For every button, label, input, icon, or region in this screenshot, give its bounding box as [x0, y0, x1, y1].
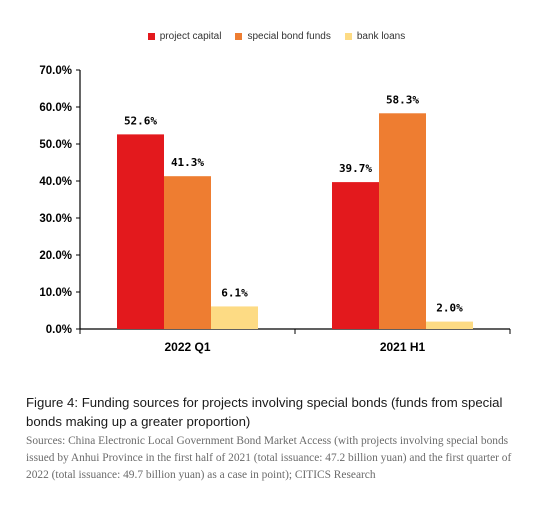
- bar-data-label: 39.7%: [339, 162, 372, 175]
- legend-swatch-bank-loans: [344, 33, 352, 40]
- y-tick-label: 70.0%: [39, 65, 72, 77]
- chart-legend: project capital special bond funds bank …: [0, 31, 553, 42]
- y-tick-label: 20.0%: [39, 250, 72, 262]
- y-tick-label: 40.0%: [39, 176, 72, 188]
- y-tick-label: 0.0%: [46, 324, 72, 336]
- x-category-label: 2022 Q1: [164, 340, 210, 354]
- y-tick-label: 30.0%: [39, 213, 72, 225]
- bar: [426, 321, 473, 329]
- bar-data-label: 52.6%: [124, 114, 157, 127]
- legend-swatch-project-capital: [147, 33, 155, 40]
- legend-item-bank-loans: bank loans: [344, 31, 406, 42]
- figure-caption-title: Figure 4: Funding sources for projects i…: [26, 395, 503, 429]
- figure-caption-source: Sources: China Electronic Local Governme…: [26, 435, 512, 481]
- legend-swatch-special-bond-funds: [235, 33, 243, 40]
- bar: [379, 113, 426, 329]
- legend-label-project-capital: project capital: [159, 31, 222, 42]
- bar-chart: 0.0% 10.0% 20.0% 30.0% 40.0% 50.0% 60.0% 70.0% 5…: [39, 65, 511, 354]
- legend-item-special-bond-funds: special bond funds: [235, 31, 331, 42]
- legend-label-bank-loans: bank loans: [356, 31, 406, 42]
- bar: [211, 306, 258, 329]
- y-tick-label: 10.0%: [39, 287, 72, 299]
- bar-data-label: 2.0%: [436, 302, 463, 315]
- bar: [332, 182, 379, 329]
- y-tick-label: 60.0%: [39, 102, 72, 114]
- bar-data-label: 6.1%: [221, 286, 248, 299]
- x-category-label: 2021 H1: [380, 340, 426, 354]
- legend-label-special-bond-funds: special bond funds: [247, 31, 331, 42]
- bar-data-label: 58.3%: [386, 93, 419, 106]
- bar: [164, 176, 211, 329]
- y-tick-label: 50.0%: [39, 139, 72, 151]
- bar-data-label: 41.3%: [171, 156, 204, 169]
- bar: [117, 134, 164, 329]
- legend-item-project-capital: project capital: [147, 31, 222, 42]
